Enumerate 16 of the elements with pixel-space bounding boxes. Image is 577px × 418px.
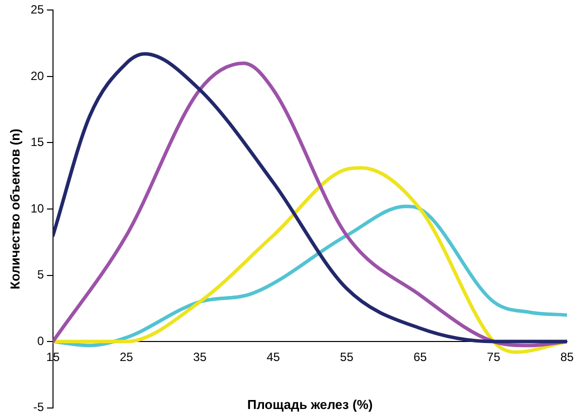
y-tick-label: 15 xyxy=(30,135,44,150)
y-axis-title: Количество объектов (n) xyxy=(7,128,22,290)
y-tick-label: 0 xyxy=(37,334,44,348)
x-tick-label: 45 xyxy=(266,350,280,364)
x-tick-label: 55 xyxy=(340,350,354,364)
x-axis-title: Площадь желез (%) xyxy=(247,397,373,412)
y-tick-label: 25 xyxy=(30,2,44,17)
y-tick-label: 20 xyxy=(30,68,44,83)
x-tick-label: 25 xyxy=(120,350,134,364)
y-tick-label: -5 xyxy=(33,400,44,414)
y-tick-label: 10 xyxy=(30,201,44,216)
y-tick-label: 5 xyxy=(37,268,44,282)
x-tick-label: 65 xyxy=(413,350,428,364)
x-tick-label: 75 xyxy=(486,350,501,364)
x-tick-label: 85 xyxy=(560,350,574,364)
x-tick-label: 35 xyxy=(193,350,207,364)
